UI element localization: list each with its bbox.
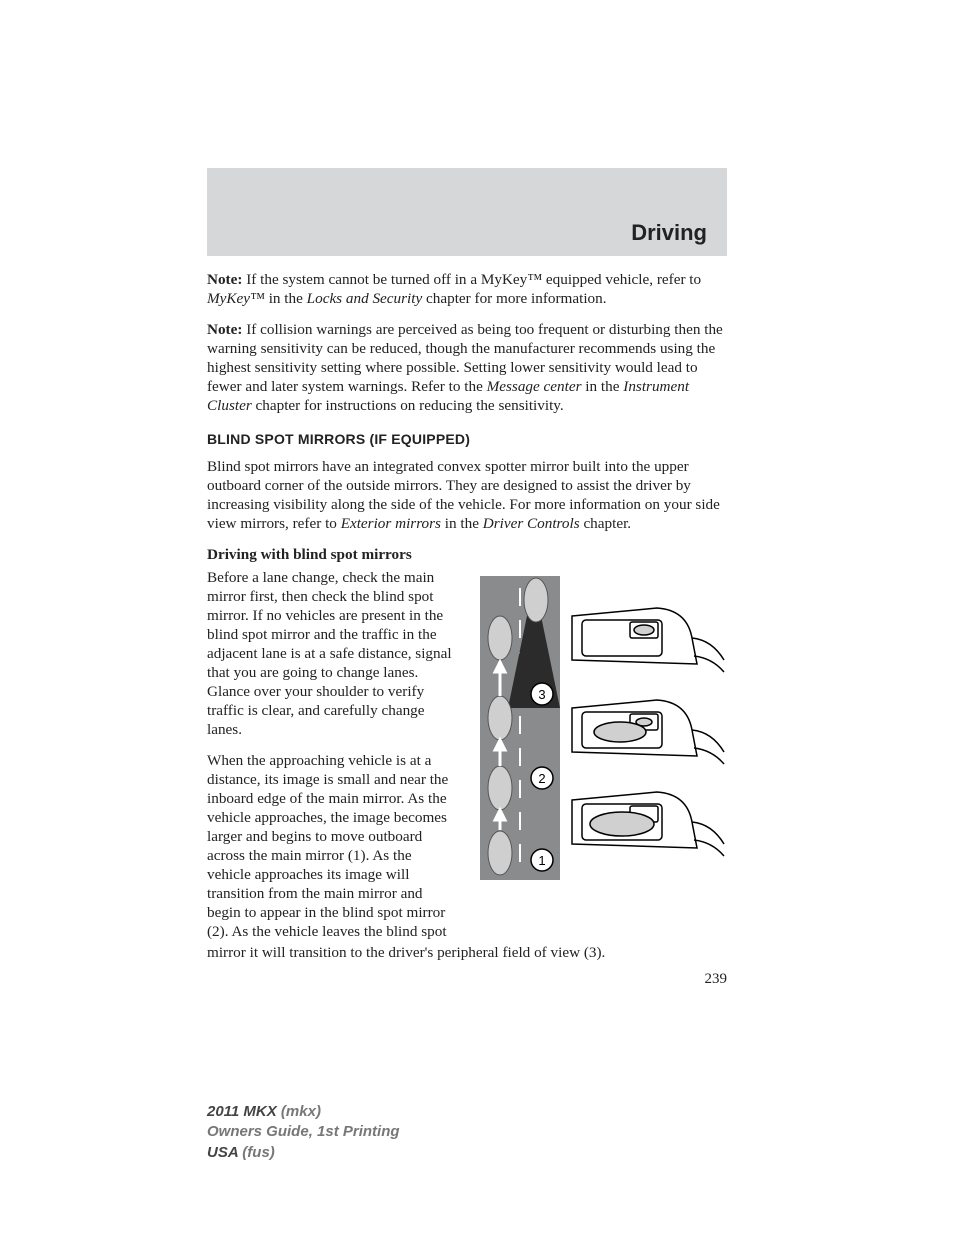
blindspot-subheading: Driving with blind spot mirrors bbox=[207, 545, 727, 564]
page-header-band: Driving bbox=[207, 168, 727, 256]
circle-label-3: 3 bbox=[538, 687, 545, 702]
blindspot-intro-italic: Exterior mirrors bbox=[341, 515, 441, 532]
footer-line-3: USA (fus) bbox=[207, 1143, 400, 1163]
blindspot-heading: BLIND SPOT MIRRORS (IF EQUIPPED) bbox=[207, 431, 727, 449]
blindspot-p2-tail: mirror it will transition to the driver'… bbox=[207, 943, 727, 962]
mirror-3 bbox=[572, 608, 724, 672]
blindspot-intro-c: chapter. bbox=[580, 515, 631, 532]
wrap-text-col: Before a lane change, check the main mir… bbox=[207, 568, 457, 941]
circle-label-1: 1 bbox=[538, 853, 545, 868]
note-1-italic-1: MyKey™ bbox=[207, 290, 265, 307]
blindspot-intro: Blind spot mirrors have an integrated co… bbox=[207, 457, 727, 533]
note-1-mid: in the bbox=[265, 290, 307, 307]
footer-l3-dark: USA bbox=[207, 1144, 238, 1161]
note-2-tail: chapter for instructions on reducing the… bbox=[252, 397, 564, 414]
wrap-block: 1 2 3 bbox=[207, 568, 727, 941]
car-right-lane bbox=[524, 578, 548, 622]
circle-label-2: 2 bbox=[538, 771, 545, 786]
footer-l1-light: (mkx) bbox=[277, 1103, 321, 1120]
mirror-1 bbox=[572, 792, 724, 856]
note-1-label: Note: bbox=[207, 271, 242, 288]
note-1-tail: chapter for more information. bbox=[422, 290, 606, 307]
blindspot-diagram: 1 2 3 bbox=[472, 568, 727, 888]
blindspot-intro-b: in the bbox=[441, 515, 483, 532]
note-1-text-a: If the system cannot be turned off in a … bbox=[242, 271, 701, 288]
footer: 2011 MKX (mkx) Owners Guide, 1st Printin… bbox=[207, 1102, 400, 1163]
note-2-italic-1: Message center bbox=[487, 378, 582, 395]
note-2-label: Note: bbox=[207, 321, 242, 338]
note-1: Note: If the system cannot be turned off… bbox=[207, 270, 727, 308]
mirror-2 bbox=[572, 700, 724, 764]
footer-line-2: Owners Guide, 1st Printing bbox=[207, 1122, 400, 1142]
footer-l1-dark: 2011 MKX bbox=[207, 1103, 277, 1120]
footer-line-1: 2011 MKX (mkx) bbox=[207, 1102, 400, 1122]
page-content: Note: If the system cannot be turned off… bbox=[207, 270, 727, 974]
blindspot-p2: When the approaching vehicle is at a dis… bbox=[207, 751, 457, 941]
note-2-mid: in the bbox=[582, 378, 624, 395]
footer-l3-light: (fus) bbox=[238, 1144, 275, 1161]
note-1-italic-2: Locks and Security bbox=[307, 290, 423, 307]
blindspot-p1: Before a lane change, check the main mir… bbox=[207, 568, 457, 739]
section-title: Driving bbox=[631, 220, 707, 246]
mirrors bbox=[572, 608, 724, 856]
note-2: Note: If collision warnings are perceive… bbox=[207, 320, 727, 415]
page-number: 239 bbox=[705, 970, 728, 989]
blindspot-intro-italic-2: Driver Controls bbox=[483, 515, 580, 532]
diagram-svg: 1 2 3 bbox=[472, 568, 727, 888]
